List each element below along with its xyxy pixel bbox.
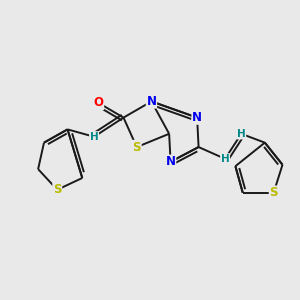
Text: N: N <box>192 111 202 124</box>
Text: H: H <box>221 154 230 164</box>
Text: H: H <box>237 129 246 139</box>
Text: N: N <box>166 155 176 168</box>
Text: S: S <box>53 183 61 196</box>
Text: O: O <box>94 96 103 110</box>
Text: H: H <box>90 132 98 142</box>
Text: S: S <box>269 186 278 199</box>
Text: S: S <box>133 141 141 154</box>
Text: N: N <box>146 95 157 108</box>
